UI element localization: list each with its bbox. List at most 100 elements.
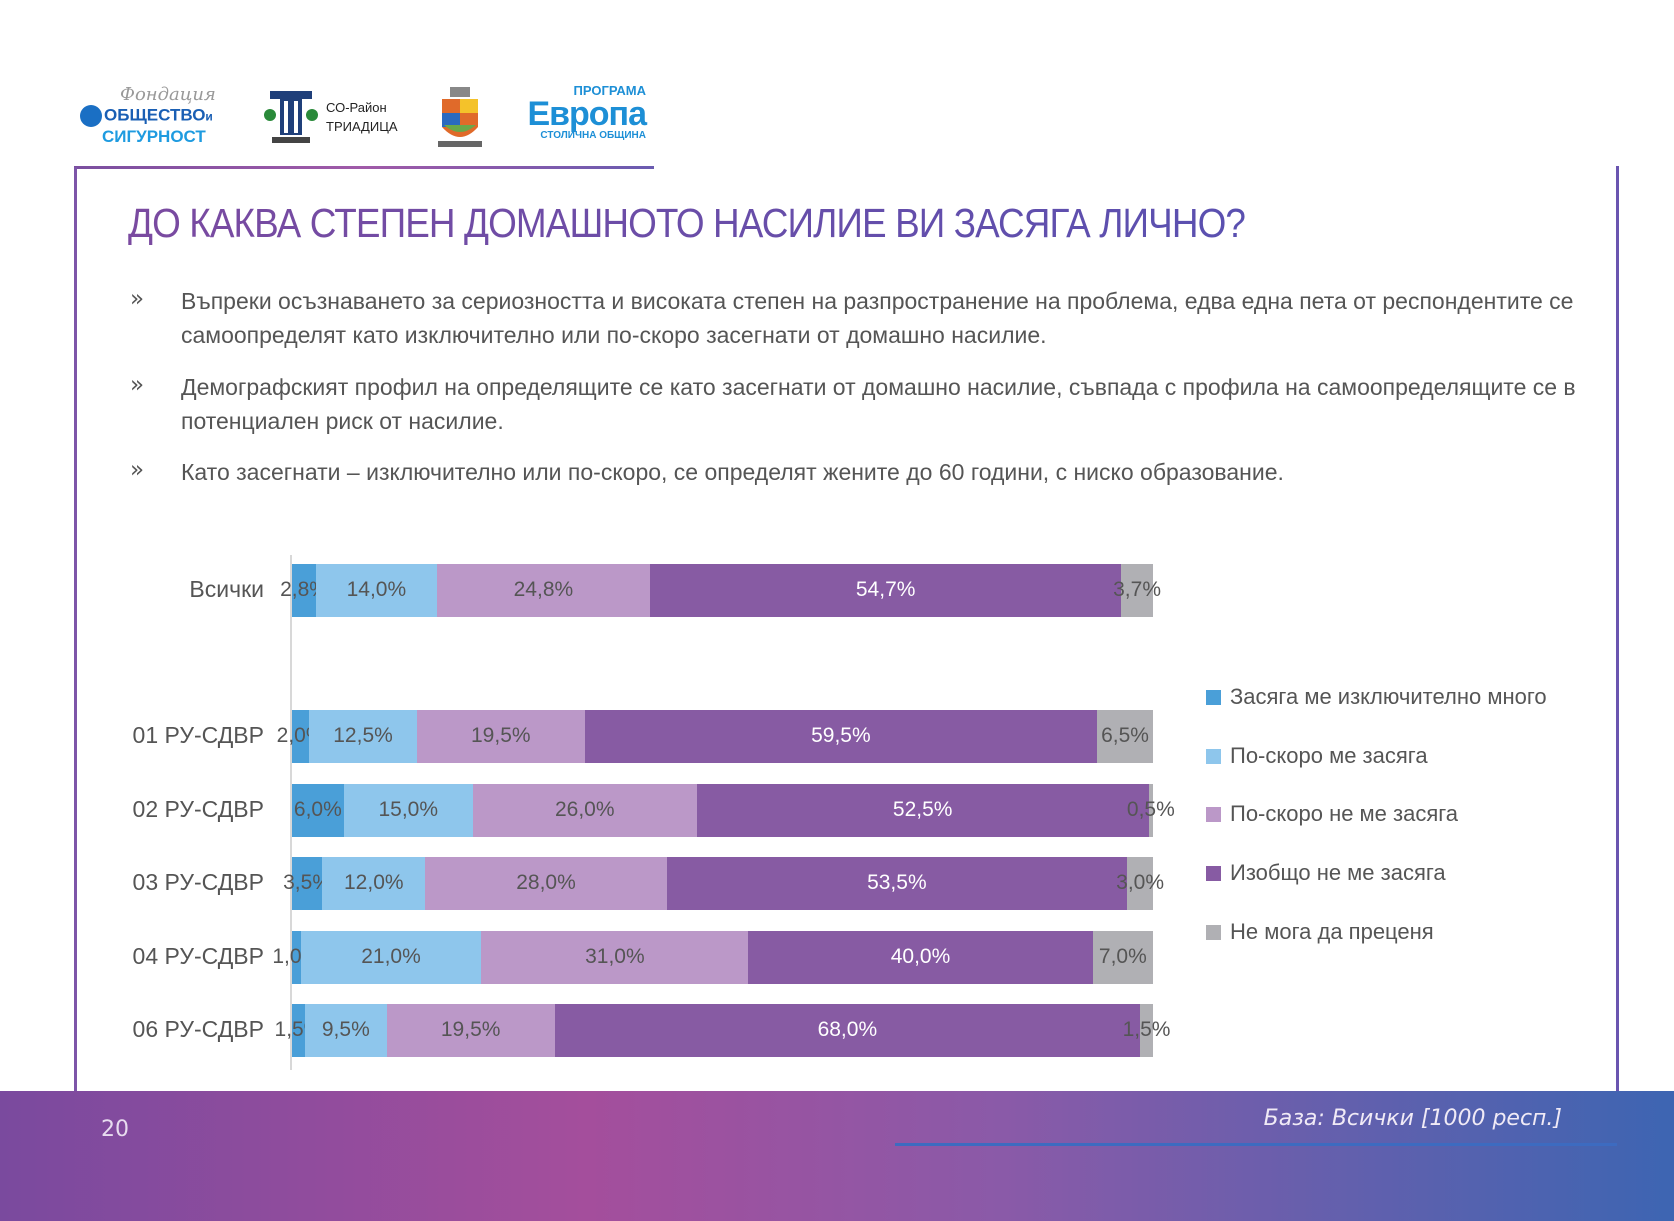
legend-item: Не мога да преценя — [1206, 919, 1434, 945]
foundation-logo: Фондация ОБЩЕСТВОи СИГУРНОСТ — [80, 84, 230, 150]
logo-text: СО-Район — [326, 100, 387, 115]
bar-segment — [322, 857, 426, 910]
legend-item: Изобщо не ме засяга — [1206, 860, 1446, 886]
bar-segment — [1148, 784, 1153, 837]
bar-segment — [554, 1004, 1141, 1057]
data-label: 3,0% — [1116, 871, 1165, 894]
legend-label: Не мога да преценя — [1230, 919, 1434, 944]
legend-item: По-скоро ме засяга — [1206, 743, 1428, 769]
data-label: 26,0% — [554, 798, 615, 821]
data-label: 21,0% — [361, 945, 421, 968]
footer-band — [0, 1091, 1674, 1221]
bar-segment — [425, 857, 667, 910]
logo-text: Европа — [527, 95, 647, 133]
bar-segment — [292, 931, 301, 984]
district-logo: СО-Район ТРИАДИЦА — [262, 84, 398, 150]
data-label: 3,7% — [1113, 578, 1161, 601]
data-label: 59,5% — [811, 724, 871, 747]
bar-segment — [650, 564, 1122, 617]
data-label: 1,5% — [1122, 1018, 1171, 1041]
category-label: 01 РУ-СДВР — [132, 722, 264, 748]
data-label: 19,5% — [440, 1018, 501, 1041]
bar-segment — [386, 1004, 555, 1057]
data-label: 31,0% — [585, 945, 645, 968]
data-label: 9,5% — [321, 1018, 370, 1041]
logo-text: ПРОГРАМА — [573, 83, 646, 98]
logo-text: СИГУРНОСТ — [102, 127, 206, 146]
bar-segment — [436, 564, 651, 617]
data-label: 12,5% — [333, 724, 393, 747]
bar-segment — [309, 710, 417, 763]
europe-program-logo: ПРОГРАМА Европа СТОЛИЧНА ОБЩИНА — [520, 83, 647, 150]
column-emblem-icon — [264, 91, 318, 143]
footer-line — [895, 1143, 1617, 1146]
bar-segment — [584, 710, 1098, 763]
bar-segment — [292, 784, 344, 837]
bar-segment — [666, 857, 1128, 910]
data-label: 19,5% — [471, 724, 531, 747]
logo-text: ТРИАДИЦА — [326, 119, 398, 134]
data-label: 15,0% — [378, 798, 439, 821]
bar-segment — [481, 931, 749, 984]
data-label: 6,5% — [1101, 724, 1149, 747]
bar-segment — [316, 564, 437, 617]
bar-segment — [748, 931, 1093, 984]
logo-text: ОБЩЕСТВОи — [80, 105, 213, 127]
frame-right-line — [1616, 166, 1619, 1148]
data-label: 54,7% — [855, 578, 916, 601]
legend-item: Засяга ме изключително много — [1206, 684, 1547, 710]
data-label: 2,8% — [280, 578, 328, 601]
category-label: 03 РУ-СДВР — [132, 869, 264, 895]
bar-segment — [292, 1004, 305, 1057]
bullet-icon: » — [130, 286, 145, 312]
category-label: 04 РУ-СДВР — [132, 943, 264, 969]
bar-segment — [416, 710, 585, 763]
category-label: 06 РУ-СДВР — [132, 1016, 264, 1042]
bar-segment — [304, 1004, 387, 1057]
legend-label: По-скоро ме засяга — [1230, 743, 1428, 768]
bar-segment — [696, 784, 1149, 837]
bar-segment — [292, 857, 323, 910]
category-label: 02 РУ-СДВР — [132, 796, 264, 822]
data-label: 14,0% — [346, 578, 407, 601]
data-label: 52,5% — [892, 798, 953, 821]
bar-segment — [292, 564, 317, 617]
data-label: 12,0% — [344, 871, 404, 894]
data-label: 68,0% — [817, 1018, 878, 1041]
frame-top-line — [74, 166, 654, 169]
bar-segment — [1140, 1004, 1153, 1057]
legend-swatch — [1206, 806, 1221, 822]
legend-swatch — [1206, 748, 1221, 764]
legend-swatch — [1206, 865, 1221, 881]
bullet-text: Като засегнати – изключително или по-ско… — [181, 459, 1284, 485]
coat-of-arms-icon — [438, 87, 482, 147]
page-title: ДО КАКВА СТЕПЕН ДОМАШНОТО НАСИЛИЕ ВИ ЗАС… — [128, 200, 1246, 246]
page-number: 20 — [101, 1117, 129, 1142]
bar-segment — [292, 710, 310, 763]
base-note: База: Всички [1000 респ.] — [1263, 1106, 1562, 1131]
category-label: Всички — [189, 576, 264, 602]
bullet-icon: » — [130, 457, 145, 483]
bullet-text: Демографският профил на определящите се … — [181, 374, 1576, 434]
bar-segment — [1121, 564, 1153, 617]
category-axis — [290, 555, 292, 1070]
data-label: 28,0% — [516, 871, 576, 894]
bar-segment — [1097, 710, 1153, 763]
data-label: 53,5% — [867, 871, 927, 894]
legend-item: По-скоро не ме засяга — [1206, 801, 1458, 827]
bullet-icon: » — [130, 372, 145, 398]
bullet-text: Въпреки осъзнаването за сериозността и в… — [181, 288, 1574, 348]
sofia-coat-of-arms — [432, 84, 488, 150]
bar-segment — [1127, 857, 1153, 910]
logo-text: СТОЛИЧНА ОБЩИНА — [540, 130, 646, 141]
logo-text: Фондация — [120, 84, 216, 105]
bar-segment — [472, 784, 697, 837]
legend-label: Изобщо не ме засяга — [1230, 860, 1446, 885]
data-label: 6,0% — [293, 798, 342, 821]
data-label: 24,8% — [513, 578, 574, 601]
data-label: 0,5% — [1126, 798, 1175, 821]
bar-segment — [343, 784, 473, 837]
legend-swatch — [1206, 689, 1221, 705]
data-label: 7,0% — [1098, 945, 1147, 968]
legend-label: По-скоро не ме засяга — [1230, 801, 1459, 826]
